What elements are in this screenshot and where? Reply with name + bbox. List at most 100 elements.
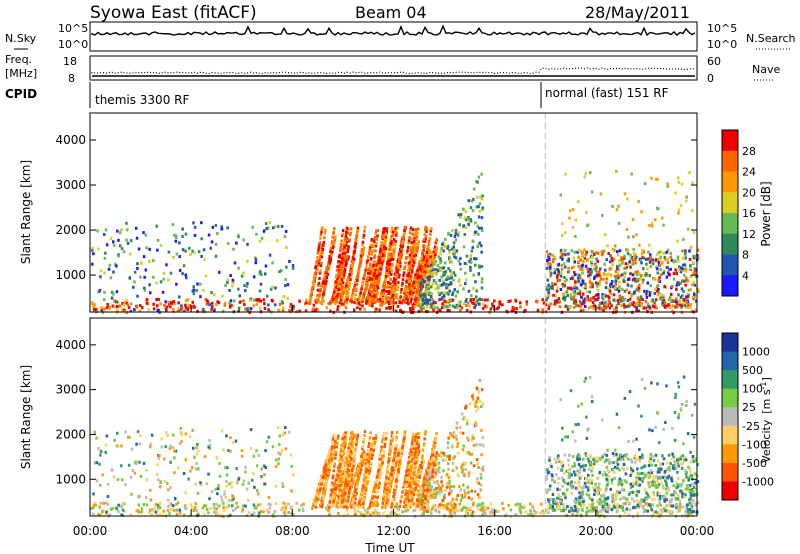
data-cell [142,255,146,259]
data-cell [564,295,567,299]
data-cell [358,505,362,509]
power-ylabel: Slant Range [km] [19,160,33,264]
data-cell [363,229,366,233]
data-cell [408,497,411,501]
data-cell [559,288,563,291]
data-cell [337,512,340,515]
data-cell [386,486,389,489]
data-cell [671,309,674,313]
data-cell [110,296,114,300]
data-cell [385,492,388,496]
data-cell [652,277,655,281]
data-cell [647,250,650,254]
data-cell [411,437,414,441]
data-cell [366,259,369,263]
data-cell [207,445,210,449]
data-cell [359,258,362,262]
data-cell [474,221,477,225]
data-cell [409,277,412,280]
data-cell [596,259,599,263]
data-cell [365,455,369,459]
beam-title: Beam 04 [355,3,427,22]
data-cell [328,500,332,504]
data-cell [654,288,657,291]
data-cell [548,503,552,507]
data-cell [604,294,607,298]
data-cell [329,302,332,306]
data-cell [323,236,326,240]
data-cell [469,268,472,272]
data-cell [414,505,418,509]
data-cell [591,301,595,305]
data-cell [600,277,603,281]
data-cell [457,213,460,217]
data-cell [467,199,470,203]
data-cell [263,302,266,306]
data-cell [348,486,352,489]
data-cell [336,277,339,281]
data-cell [353,301,356,305]
data-cell [693,283,697,287]
data-cell [598,270,601,274]
data-cell [419,289,422,293]
data-cell [189,503,193,507]
data-cell [255,302,258,306]
data-cell [616,250,619,254]
data-cell [422,306,425,310]
data-cell [408,469,412,473]
data-cell [429,455,433,459]
data-cell [396,304,400,308]
data-cell [471,209,475,213]
data-cell [192,304,195,308]
data-cell [334,280,337,284]
data-cell [285,265,288,269]
data-cell [419,464,422,467]
data-cell [237,309,240,313]
data-cell [231,278,235,282]
data-cell [323,470,326,474]
data-cell [637,309,640,313]
data-cell [367,445,370,449]
data-cell [425,471,429,475]
data-cell [421,448,425,452]
data-cell [312,303,316,307]
data-cell [341,254,345,257]
data-cell [442,291,446,295]
data-cell [397,448,401,452]
data-cell [407,476,411,479]
data-cell [659,250,663,254]
data-cell [442,282,445,286]
data-cell [473,230,477,234]
data-cell [366,511,369,515]
data-cell [623,192,627,196]
data-cell [148,508,152,512]
data-cell [617,221,621,225]
data-cell [541,509,544,513]
data-cell [101,473,104,477]
data-cell [418,262,421,266]
data-cell [346,295,350,299]
data-cell [366,452,369,456]
data-cell [368,304,371,308]
data-cell [315,259,319,263]
data-cell [185,507,188,511]
data-cell [192,292,196,296]
data-cell [345,301,349,305]
data-cell [344,233,347,237]
data-cell [137,510,141,514]
data-cell [395,478,398,482]
data-cell [390,502,394,506]
data-cell [145,301,149,305]
data-cell [686,227,690,231]
data-cell [656,267,659,271]
data-cell [121,308,124,312]
data-cell [415,502,418,505]
data-cell [693,292,696,296]
data-cell [422,239,425,243]
data-cell [184,306,188,310]
data-cell [152,259,155,263]
data-cell [443,302,447,306]
data-cell [628,258,632,262]
data-cell [457,278,461,282]
